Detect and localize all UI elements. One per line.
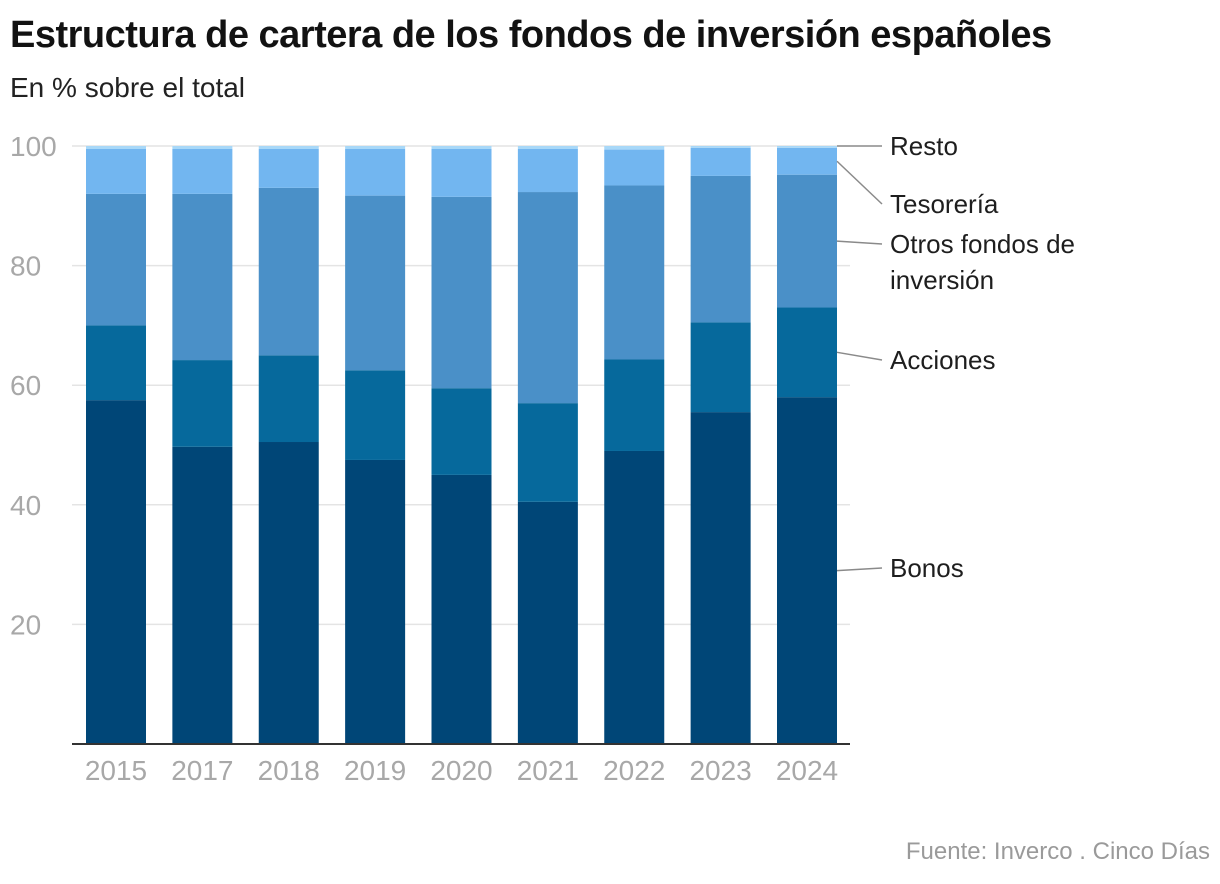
x-tick-label: 2024 (776, 755, 838, 786)
axes: 20 40 60 80 100 2015 2017 2018 2019 2020 2021 2022 2… (10, 131, 850, 786)
source-note: Fuente: Inverco . Cinco Días (905, 838, 1210, 865)
chart-subtitle: En % sobre el total (10, 72, 246, 103)
chart-title: Estructura de cartera de los fondos de i… (10, 14, 1052, 56)
bar-segment-bonos-2018 (258, 442, 319, 744)
bar-segment-otros-fondos-de-inversi-n-2017 (172, 193, 233, 361)
y-tick-label: 20 (10, 609, 41, 640)
bar-segment-acciones-2019 (345, 370, 406, 460)
bar-segment-resto-2017 (172, 146, 233, 149)
bar-segment-bonos-2022 (604, 450, 665, 744)
bar-segment-tesorer-a-2022 (604, 149, 665, 186)
bar-segment-acciones-2015 (86, 325, 146, 401)
bar-segment-resto-2015 (86, 146, 146, 149)
bar-segment-otros-fondos-de-inversi-n-2021 (517, 192, 578, 404)
label-leader-line (836, 160, 883, 205)
bar-segment-bonos-2024 (777, 397, 837, 744)
bar-segment-resto-2021 (517, 146, 578, 149)
bar-segment-acciones-2017 (172, 360, 233, 447)
bar-segment-tesorer-a-2021 (517, 148, 578, 193)
label-leader-line (836, 351, 883, 361)
bar-segment-resto-2018 (258, 146, 319, 149)
bar-segment-resto-2023 (690, 146, 751, 148)
bars (86, 146, 837, 744)
bar-segment-resto-2024 (777, 146, 837, 148)
bar-segment-otros-fondos-de-inversi-n-2024 (777, 174, 837, 308)
bar-segment-tesorer-a-2023 (690, 147, 751, 176)
bar-segment-otros-fondos-de-inversi-n-2020 (431, 196, 492, 389)
bar-segment-resto-2019 (345, 146, 406, 149)
x-tick-label: 2021 (517, 755, 579, 786)
bar-segment-acciones-2020 (431, 388, 492, 475)
x-tick-label: 2015 (85, 755, 147, 786)
bar-segment-otros-fondos-de-inversi-n-2015 (86, 193, 146, 326)
bar-segment-acciones-2023 (690, 322, 751, 413)
y-tick-label: 80 (10, 251, 41, 282)
bar-segment-tesorer-a-2020 (431, 148, 492, 197)
bar-segment-otros-fondos-de-inversi-n-2022 (604, 185, 665, 360)
bar-segment-tesorer-a-2024 (777, 147, 837, 175)
label-leader-line (836, 240, 883, 245)
x-tick-label: 2020 (430, 755, 492, 786)
bar-segment-bonos-2020 (431, 474, 492, 744)
bar-segment-otros-fondos-de-inversi-n-2018 (258, 187, 319, 356)
x-tick-label: 2022 (603, 755, 665, 786)
bar-segment-bonos-2017 (172, 446, 233, 744)
series-label-otros-fondos-de-inversi-n: inversión (890, 265, 994, 295)
bar-segment-tesorer-a-2019 (345, 148, 406, 196)
bar-segment-otros-fondos-de-inversi-n-2019 (345, 195, 406, 371)
y-tick-label: 100 (10, 131, 57, 162)
x-tick-label: 2023 (689, 755, 751, 786)
bar-segment-acciones-2018 (258, 355, 319, 443)
y-tick-label: 40 (10, 490, 41, 521)
x-tick-label: 2018 (258, 755, 320, 786)
label-leader-line (836, 567, 883, 572)
series-labels: Bonos Acciones Otros fondos de inversión Tes… (836, 131, 1075, 583)
bar-segment-acciones-2022 (604, 359, 665, 451)
bar-segment-bonos-2015 (86, 400, 146, 744)
x-tick-label: 2017 (171, 755, 233, 786)
bar-segment-tesorer-a-2018 (258, 148, 319, 188)
series-label-otros-fondos-de-inversi-n: Otros fondos de (890, 229, 1075, 259)
bar-segment-bonos-2023 (690, 412, 751, 744)
bar-segment-bonos-2019 (345, 459, 406, 744)
series-label-acciones: Acciones (890, 345, 996, 375)
bar-segment-resto-2022 (604, 146, 665, 150)
y-tick-label: 60 (10, 370, 41, 401)
x-tick-label: 2019 (344, 755, 406, 786)
bar-segment-bonos-2021 (517, 501, 578, 744)
bar-segment-otros-fondos-de-inversi-n-2023 (690, 175, 751, 323)
bar-segment-tesorer-a-2017 (172, 148, 233, 194)
series-label-resto: Resto (890, 131, 958, 161)
bar-segment-acciones-2021 (517, 403, 578, 502)
series-label-bonos: Bonos (890, 553, 964, 583)
series-label-tesorer-a: Tesorería (890, 189, 999, 219)
bar-segment-resto-2020 (431, 146, 492, 149)
bar-segment-tesorer-a-2015 (86, 148, 146, 194)
bar-segment-acciones-2024 (777, 307, 837, 398)
